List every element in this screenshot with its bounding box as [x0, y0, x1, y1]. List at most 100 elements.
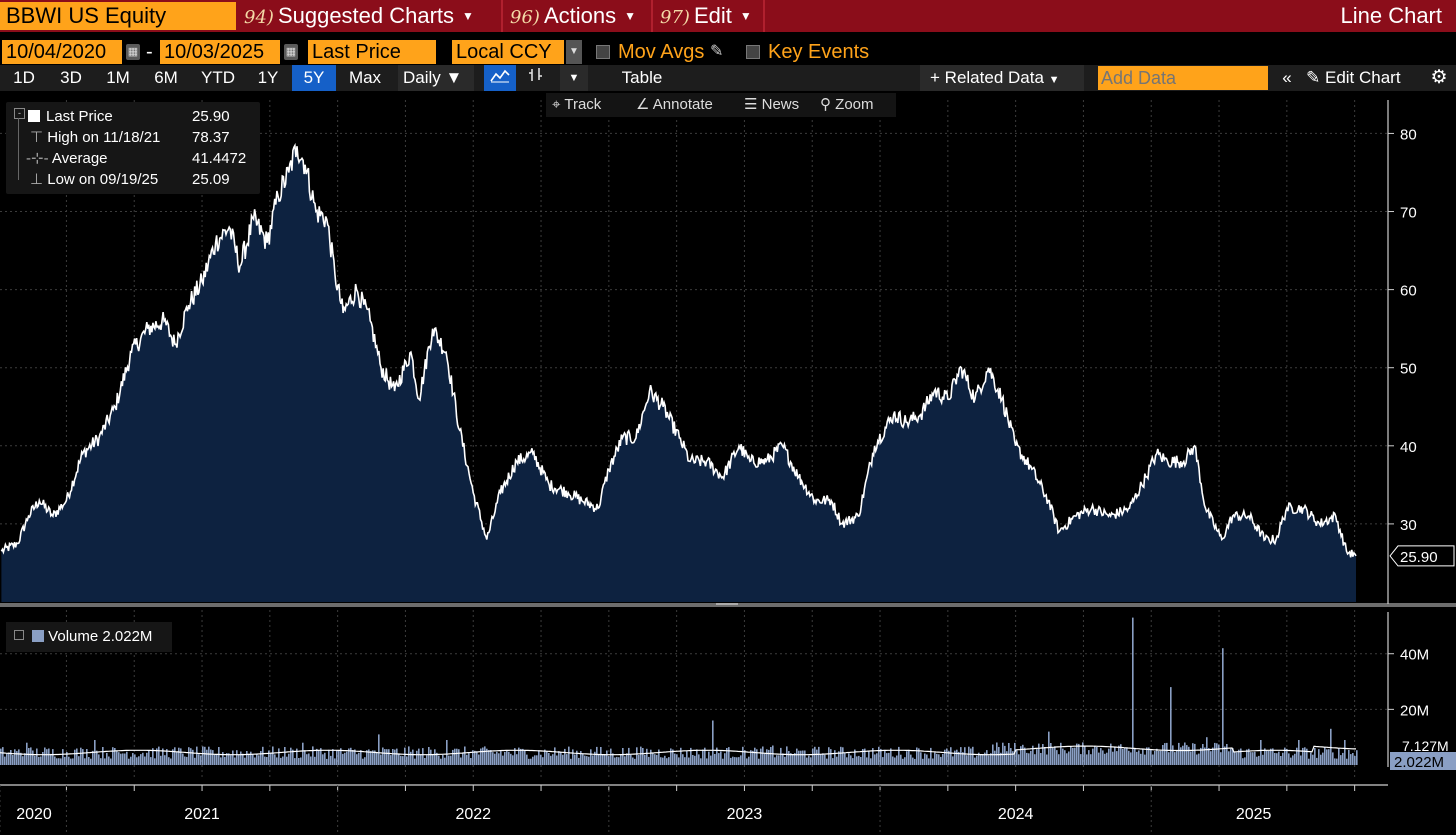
- volume-bar: [1312, 754, 1314, 765]
- line-chart-icon[interactable]: [484, 65, 516, 91]
- volume-bar: [510, 753, 512, 765]
- pencil-icon[interactable]: ✎: [710, 43, 724, 60]
- suggested-charts-menu[interactable]: 94) Suggested Charts ▼: [244, 0, 474, 32]
- actions-menu[interactable]: 96) Actions ▼: [510, 0, 636, 32]
- volume-bar: [874, 754, 876, 765]
- end-date-input[interactable]: 10/03/2025: [160, 40, 280, 64]
- volume-bar: [1080, 754, 1082, 765]
- volume-bar: [1158, 751, 1160, 765]
- volume-bar: [1076, 743, 1078, 765]
- collapse-icon[interactable]: «: [1282, 68, 1292, 87]
- volume-bar: [1016, 750, 1018, 765]
- volume-bar: [948, 750, 950, 765]
- volume-bar: [966, 755, 968, 765]
- period-1m[interactable]: 1M: [106, 68, 130, 87]
- news-tool[interactable]: ☰ News: [744, 93, 810, 117]
- zoom-label: Zoom: [835, 96, 874, 113]
- x-tick-label: 2024: [998, 806, 1034, 823]
- collapse-box-icon[interactable]: -: [14, 108, 25, 119]
- add-data-input[interactable]: [1098, 66, 1268, 90]
- volume-bar: [542, 757, 544, 765]
- period-3d[interactable]: 3D: [60, 68, 82, 87]
- volume-bar: [680, 747, 682, 765]
- volume-bar: [466, 754, 468, 765]
- dropdown-caret-icon: ▼: [624, 9, 636, 23]
- volume-bar: [504, 752, 506, 765]
- edit-menu[interactable]: 97) Edit ▼: [660, 0, 752, 32]
- collapse-box-icon[interactable]: [14, 630, 24, 640]
- volume-bar: [338, 750, 340, 765]
- table-button[interactable]: Table: [621, 68, 663, 87]
- volume-bar: [260, 751, 262, 765]
- volume-bar: [994, 750, 996, 765]
- calendar-icon[interactable]: ▦: [284, 44, 298, 60]
- volume-bar: [88, 757, 90, 765]
- volume-bar: [274, 754, 276, 765]
- period-6m[interactable]: 6M: [154, 68, 178, 87]
- volume-bar: [524, 750, 526, 765]
- volume-bar: [1224, 746, 1226, 765]
- volume-bar: [1110, 743, 1112, 765]
- volume-bar: [1094, 745, 1096, 765]
- period-1y[interactable]: 1Y: [257, 68, 279, 87]
- volume-ma-label: 7.127M: [1402, 738, 1449, 754]
- volume-bar: [416, 750, 418, 765]
- edit-chart-button[interactable]: ✎ Edit Chart: [1306, 65, 1426, 91]
- bar-chart-icon[interactable]: [522, 65, 550, 91]
- volume-bar: [288, 753, 290, 765]
- volume-bar: [714, 754, 716, 765]
- calendar-icon[interactable]: ▦: [126, 44, 140, 60]
- volume-bar: [492, 752, 494, 765]
- currency-selector[interactable]: Local CCY: [452, 40, 564, 64]
- chart-style-dropdown-icon[interactable]: ▼: [560, 65, 588, 91]
- volume-bar: [550, 755, 552, 765]
- period-1d[interactable]: 1D: [13, 68, 35, 87]
- start-date-input[interactable]: 10/04/2020: [2, 40, 122, 64]
- period-5y[interactable]: 5Y: [292, 65, 336, 91]
- volume-bar: [980, 754, 982, 765]
- volume-bar: [540, 754, 542, 765]
- volume-bar: [1284, 747, 1286, 765]
- mov-avgs-checkbox[interactable]: [596, 45, 610, 59]
- volume-bar: [1266, 750, 1268, 765]
- volume-tick-label: 20M: [1400, 702, 1429, 719]
- annotate-tool[interactable]: ∠ Annotate: [636, 93, 732, 117]
- volume-bar: [534, 755, 536, 765]
- volume-bar: [830, 749, 832, 765]
- volume-bar: [554, 747, 556, 765]
- menu-divider: [763, 0, 765, 32]
- volume-bar: [476, 751, 478, 765]
- line-chart-glyph: [490, 69, 510, 83]
- field-selector[interactable]: Last Price: [308, 40, 436, 64]
- volume-bar: [1012, 751, 1014, 765]
- related-data-button[interactable]: + Related Data ▼: [920, 65, 1084, 91]
- volume-bar: [1136, 751, 1138, 765]
- currency-dropdown-icon[interactable]: ▼: [566, 40, 582, 64]
- volume-bar: [304, 750, 306, 765]
- volume-bar: [1286, 748, 1288, 765]
- volume-bar: [1068, 751, 1070, 765]
- frequency-selector[interactable]: Daily ▼: [398, 65, 474, 91]
- volume-bar: [710, 755, 712, 765]
- period-max[interactable]: Max: [348, 68, 382, 87]
- volume-bar: [730, 757, 732, 765]
- volume-bar: [532, 756, 534, 765]
- volume-bar: [1116, 751, 1118, 765]
- volume-bar: [620, 754, 622, 765]
- volume-bar: [120, 753, 122, 765]
- volume-bar: [1216, 743, 1218, 765]
- track-tool[interactable]: ⌖ Track: [552, 93, 626, 117]
- period-ytd[interactable]: YTD: [201, 68, 235, 87]
- volume-bar: [498, 753, 500, 765]
- key-events-checkbox[interactable]: [746, 45, 760, 59]
- volume-bar: [248, 753, 250, 765]
- settings-gear-icon[interactable]: ⚙: [1430, 67, 1448, 88]
- volume-bar: [1186, 745, 1188, 765]
- ticker-field[interactable]: BBWI US Equity: [0, 2, 236, 30]
- volume-bar: [12, 755, 14, 765]
- volume-bar: [38, 756, 40, 765]
- zoom-tool[interactable]: ⚲ Zoom: [820, 93, 892, 117]
- volume-bar: [780, 747, 782, 765]
- volume-bar: [778, 755, 780, 765]
